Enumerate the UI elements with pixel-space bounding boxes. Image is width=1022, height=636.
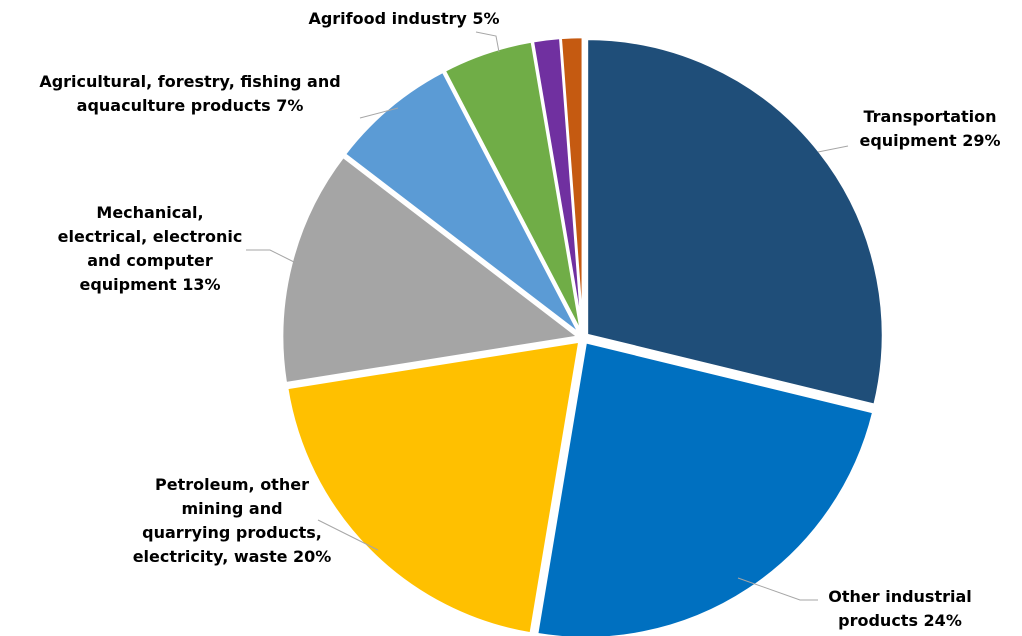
leader-line (359, 107, 399, 119)
leader-line (246, 249, 295, 263)
pie-slice (285, 340, 581, 635)
slice-label-line: Agricultural, forestry, fishing and (39, 72, 340, 91)
pie-slice (559, 35, 585, 334)
pie-slice (535, 340, 875, 636)
slice-label-line: Agrifood industry 5% (308, 9, 499, 28)
slice-label-line: Mechanical, (96, 203, 203, 222)
slice-label: Other industrial products 24% (828, 587, 972, 630)
slice-label: Transportation equipment 29% (859, 107, 1000, 150)
pie-slice (343, 69, 581, 336)
slice-label-line: aquaculture products 7% (77, 96, 304, 115)
leader-line (817, 145, 849, 153)
leader-line (475, 31, 500, 53)
slice-label-line: products 24% (838, 611, 962, 630)
slice-label-line: mining and (181, 499, 282, 518)
slice-label-line: electrical, electronic (58, 227, 243, 246)
slice-label: Agricultural, forestry, fishing and aquac… (39, 72, 340, 115)
slice-label-line: Transportation (863, 107, 996, 126)
labels-layer: Transportation equipment 29% Other industr… (39, 9, 1000, 630)
slice-label-line: Petroleum, other (155, 475, 309, 494)
slice-label-line: equipment 13% (79, 275, 220, 294)
leader-line (737, 577, 818, 601)
slice-label-line: quarrying products, (142, 523, 322, 542)
pie-slice (280, 155, 582, 385)
slice-label: Agrifood industry 5% (308, 9, 499, 28)
leader-line (317, 519, 379, 551)
slice-label-line: Other industrial (828, 587, 972, 606)
slice-label: Mechanical, electrical, electronic and com… (58, 203, 243, 294)
leader-lines-layer (246, 31, 849, 601)
slice-label: Petroleum, other mining and quarrying prod… (133, 475, 332, 566)
slice-label-line: and computer (87, 251, 213, 270)
slice-label-line: electricity, waste 20% (133, 547, 332, 566)
slice-label-line: equipment 29% (859, 131, 1000, 150)
pie-slice (585, 37, 885, 407)
slices-layer (280, 35, 885, 636)
